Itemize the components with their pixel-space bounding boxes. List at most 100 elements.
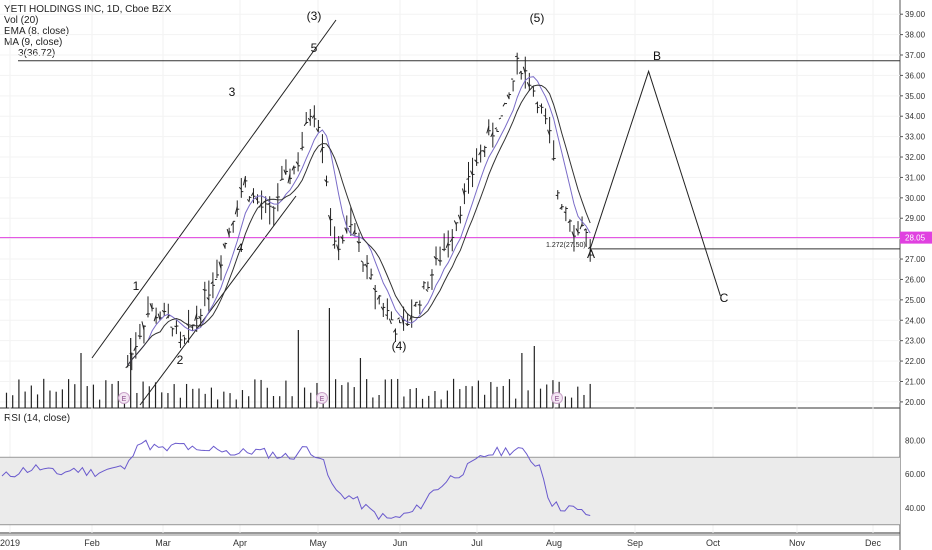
legend-ma: MA (9, close) [4,37,63,48]
volume-bars [5,308,591,408]
wave-label: A [587,247,595,261]
price-bar-open [429,274,433,276]
ma-line [127,84,591,366]
price-bar-open [559,206,563,210]
price-bar-open [478,151,482,156]
wave-label: 2 [177,353,184,367]
time-tick-label: Apr [233,538,247,548]
rsi-tick-label: 80.00 [905,437,926,446]
legend-symbol: YETI HOLDINGS INC, 1D, Cboe BZX [4,4,172,15]
price-bar-open [506,94,510,99]
price-tick-label: 24.00 [905,316,926,325]
price-bar-open [311,114,315,119]
price-bar-open [344,227,348,233]
rsi-tick-label: 60.00 [905,470,926,479]
price-tick-label: 35.00 [905,92,926,101]
price-bar-open [356,240,360,244]
wave-label: 4 [237,241,244,255]
price-bar-open [575,228,579,233]
price-bar-open [242,176,246,186]
trend-channel [91,19,337,406]
time-tick-label: Jun [393,538,408,548]
price-bar-open [182,334,185,337]
wave-label: (5) [530,11,545,25]
wave-label: (3) [307,9,322,23]
price-bar-open [449,238,453,243]
price-bar-open [352,229,356,235]
price-bar-open [457,214,461,221]
price-bar-open [340,236,344,240]
price-bar-open [445,242,449,248]
price-axis: 39.00 38.00 37.00 36.00 35.00 34.00 33.00 32.00… [900,10,926,407]
price-bar-open [336,244,340,252]
price-bar-open [287,173,291,184]
price-bar-open [437,259,441,262]
time-tick-label: Nov [789,538,806,548]
earnings-marker-circle [316,392,328,404]
legend-fib: 3(36.72) [18,48,56,59]
rsi-line [1,439,591,521]
price-bar-open [567,220,571,224]
price-tick-label: 38.00 [905,31,926,40]
price-bar-open [315,128,319,133]
rsi-legend: RSI (14, close) [4,413,71,424]
price-bar-open [482,149,486,153]
price-bar-open [486,126,490,134]
price-bar-open [498,117,502,120]
price-bar-open [535,102,538,105]
time-tick-label: Dec [865,538,882,548]
earnings-marker-label: E [555,396,560,403]
price-bar-open [470,170,474,176]
price-bar-open [433,256,437,260]
price-bar-open [543,115,546,117]
price-bar-open [328,214,332,221]
price-bar-open [129,352,133,356]
price-bar-open [255,197,258,201]
price-bar-open [547,129,551,136]
price-bar-open [283,169,287,175]
rsi-tick-label: 40.00 [905,504,926,513]
price-bar-open [319,146,323,153]
price-bar-open [425,288,429,292]
chart-legend: YETI HOLDINGS INC, 1D, Cboe BZX Vol (20)… [4,4,171,59]
price-bar-open [539,104,542,108]
price-bar-open [275,196,278,199]
price-bar-open [388,318,392,325]
price-bar-open [461,188,465,196]
price-bar-open [133,346,137,352]
price-bar-open [421,285,425,288]
wave-label: 5 [311,41,318,55]
price-bar-open [145,312,149,316]
price-tick-label: 30.00 [905,194,926,203]
time-tick-label: Oct [706,538,721,548]
price-tick-label: 39.00 [905,10,926,19]
ema-line [127,76,591,366]
price-bar-open [194,313,198,321]
price-bar-open [441,248,445,251]
levels [0,60,900,250]
price-bar-open [161,310,165,313]
price-bar-open [364,263,368,268]
time-tick-label: Mar [155,538,171,548]
price-bar-open [271,206,274,209]
price-bar-open [299,147,303,150]
earnings-marker-label: E [122,396,127,403]
legend-volume: Vol (20) [4,15,39,26]
price-tick-label: 36.00 [905,71,926,80]
price-bar-open [522,66,526,74]
price-bar-open [526,82,530,88]
price-bar-open [230,222,234,226]
channel-lower [139,195,297,406]
price-tick-label: 23.00 [905,337,926,346]
price-bar-open [360,260,364,263]
price-bar-open [587,246,591,250]
rsi-axis: 80.00 60.00 40.00 [905,437,926,513]
price-bar-open [149,303,153,310]
price-tick-label: 25.00 [905,296,926,305]
price-bar-open [222,243,226,249]
price-bar-open [324,179,327,183]
price-bar-open [376,295,380,300]
price-bar-open [307,117,311,122]
